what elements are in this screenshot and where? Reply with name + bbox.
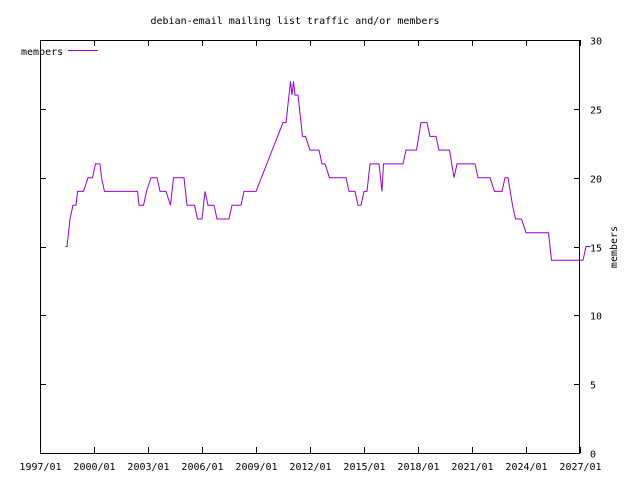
- y-axis-label: members: [609, 226, 620, 268]
- x-tick-label: 2000/01: [73, 462, 115, 473]
- x-tick-label: 2024/01: [505, 462, 547, 473]
- x-tick-label: 1997/01: [19, 462, 61, 473]
- series-line-members: [65, 81, 591, 261]
- plot-frame: [40, 40, 580, 454]
- legend-label-members: members: [21, 47, 63, 58]
- x-tick-label: 2009/01: [235, 462, 277, 473]
- y-tick-label: 15: [590, 244, 602, 255]
- x-tick-label: 2003/01: [127, 462, 169, 473]
- y-tick-label: 25: [590, 106, 602, 117]
- x-tick-label: 2012/01: [289, 462, 331, 473]
- chart-title: debian-email mailing list traffic and/or…: [151, 16, 440, 27]
- x-tick-label: 2018/01: [397, 462, 439, 473]
- x-tick-label: 2021/01: [451, 462, 493, 473]
- x-axis: 1997/01 2000/01 2003/01 2006/01 2009/01 2012/…: [19, 40, 602, 473]
- y-tick-label: 5: [590, 381, 596, 392]
- x-tick-label: 2015/01: [343, 462, 385, 473]
- y-tick-label: 0: [590, 450, 596, 461]
- y-tick-label: 20: [590, 175, 602, 186]
- x-tick-label: 2027/01: [559, 462, 601, 473]
- y-tick-label: 10: [590, 312, 602, 323]
- legend: members: [21, 47, 98, 58]
- y-tick-label: 30: [590, 37, 602, 48]
- y-axis: 0 5 10 15 20 25 30: [40, 37, 602, 461]
- x-tick-label: 2006/01: [181, 462, 223, 473]
